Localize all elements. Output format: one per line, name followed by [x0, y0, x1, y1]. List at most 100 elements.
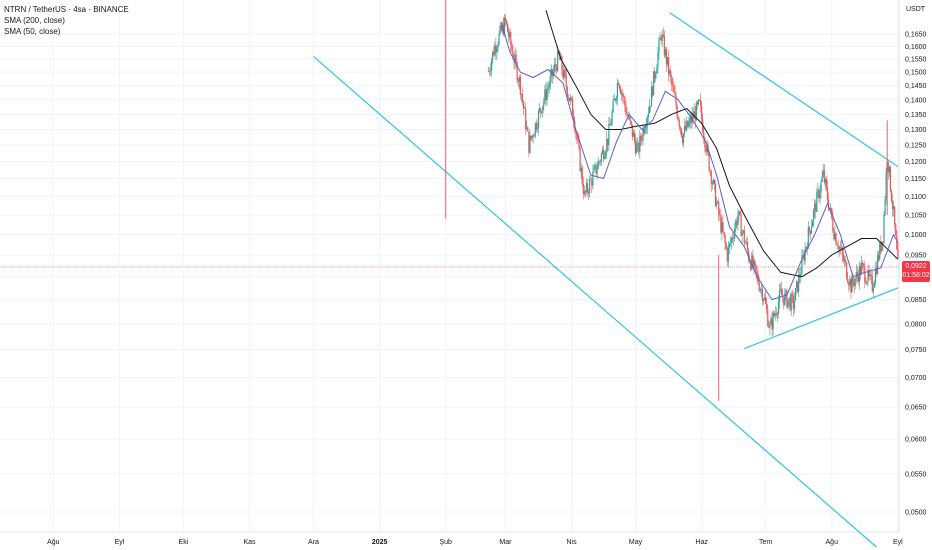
sma200-legend[interactable]: SMA (200, close)	[4, 16, 65, 25]
candle-body	[503, 17, 505, 35]
candle-body	[589, 179, 591, 194]
chart-legend: NTRN / TetherUS · 4sa · BINANCE SMA (200…	[4, 4, 129, 37]
candle-body	[564, 69, 566, 76]
candle-body	[536, 127, 539, 130]
candle-body	[531, 135, 533, 139]
candle-body	[607, 138, 609, 145]
candle-body	[738, 211, 740, 216]
candle-body	[676, 106, 678, 118]
candle-body	[544, 89, 546, 101]
candle-body	[773, 312, 775, 317]
trendline	[744, 287, 899, 350]
price-tick-label: 0,0850	[905, 297, 927, 304]
price-tick-label: 0,0500	[905, 510, 927, 517]
price-tick-label: 0,1450	[905, 83, 927, 90]
candle-body	[868, 269, 870, 276]
candle-body	[498, 33, 500, 45]
candle-body	[658, 39, 660, 53]
candle-body	[804, 248, 806, 261]
time-tick-label: Ağu	[826, 539, 839, 546]
symbol-title[interactable]: NTRN / TetherUS · 4sa · BINANCE	[4, 5, 129, 14]
candle-body	[510, 32, 512, 45]
candle-body	[864, 267, 866, 283]
candle-body	[505, 20, 508, 24]
candle-body	[805, 246, 807, 249]
candle-body	[767, 309, 769, 327]
candle-body	[670, 70, 672, 77]
candle-body	[572, 98, 574, 116]
candle-body	[678, 120, 680, 127]
price-tick-label: 0,1000	[905, 232, 927, 239]
candle-body	[666, 57, 669, 65]
candle-body	[885, 172, 887, 200]
candle-body	[879, 242, 881, 260]
candle-body	[633, 132, 636, 141]
candle-body	[688, 121, 690, 127]
candle-body	[696, 102, 698, 105]
candle-body	[826, 186, 829, 200]
candle-body	[776, 313, 778, 316]
candle-body	[792, 296, 794, 309]
candle-body	[698, 99, 701, 101]
candle-body	[665, 49, 668, 65]
candle-body	[575, 131, 577, 134]
candle-body	[823, 170, 825, 183]
candle-body	[765, 297, 767, 304]
price-tick-label: 0,0750	[905, 347, 927, 354]
time-tick-label: Ara	[308, 539, 319, 546]
candle-body	[610, 123, 612, 126]
candle-body	[526, 127, 528, 130]
price-axis-unit[interactable]: USDT	[906, 6, 926, 13]
candle-body	[790, 294, 792, 311]
candle-body	[500, 25, 502, 31]
candle-body	[656, 67, 658, 74]
candle-body	[825, 178, 828, 187]
candle-body	[636, 144, 638, 153]
candle-body	[613, 98, 615, 101]
candle-body	[631, 124, 633, 137]
candle-body	[570, 97, 573, 99]
candle-body	[674, 92, 676, 96]
sma50-line	[500, 21, 899, 301]
candle-body	[770, 318, 772, 325]
candle-body	[867, 269, 869, 282]
candle-body	[830, 208, 832, 209]
candle-body	[744, 242, 746, 244]
candle-body	[839, 246, 841, 249]
time-tick-label: Kas	[243, 539, 256, 546]
candle-body	[588, 191, 590, 194]
candle-body	[845, 259, 847, 263]
candle-body	[645, 126, 647, 129]
candle-body	[856, 271, 858, 276]
candle-body	[596, 168, 598, 174]
candle-body	[877, 255, 879, 274]
candle-body	[601, 149, 604, 154]
candle-body	[721, 222, 723, 233]
candle-body	[888, 166, 890, 173]
candle-body	[785, 290, 787, 294]
trendline	[669, 12, 899, 168]
candle-body	[692, 114, 694, 119]
candle-body	[816, 191, 818, 212]
price-tick-label: 0,0950	[905, 253, 927, 260]
candle-body	[501, 24, 503, 31]
candle-body	[567, 97, 569, 99]
candle-body	[724, 235, 726, 244]
price-tick-label: 0,0550	[905, 471, 927, 478]
candle-body	[681, 136, 684, 144]
candle-body	[640, 135, 642, 141]
candle-body	[859, 266, 862, 275]
candle-body	[878, 255, 880, 260]
candle-body	[626, 114, 628, 116]
candle-body	[647, 113, 649, 118]
sma50-legend[interactable]: SMA (50, close)	[4, 27, 61, 36]
candle-body	[797, 281, 799, 292]
candle-body	[630, 121, 632, 125]
candle-body	[895, 224, 897, 236]
candle-body	[851, 276, 853, 293]
candle-body	[652, 86, 654, 96]
candle-body	[557, 50, 559, 71]
candle-body	[815, 203, 817, 212]
candle-body	[711, 183, 713, 185]
